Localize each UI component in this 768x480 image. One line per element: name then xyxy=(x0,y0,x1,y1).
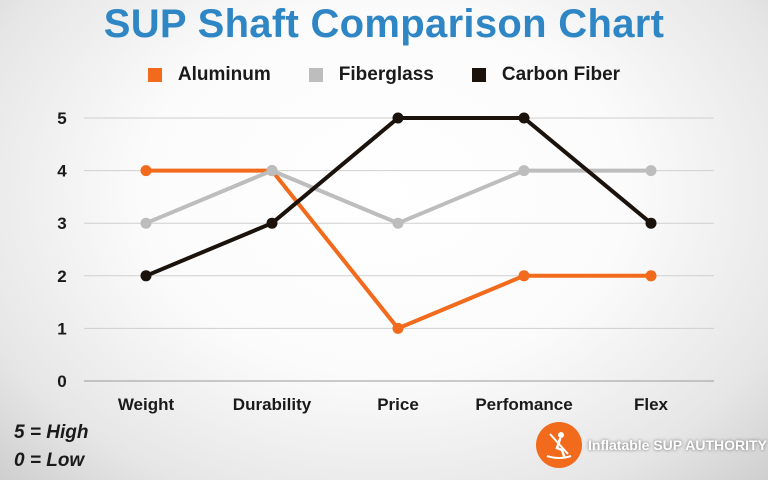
paddler-icon xyxy=(536,422,582,468)
x-tick-label: Perfomance xyxy=(475,395,572,414)
brand-text: Inflatable SUP AUTHORITY xyxy=(588,437,767,453)
legend-swatch-fiberglass xyxy=(308,68,323,82)
series-line-aluminum xyxy=(144,168,653,331)
data-point-aluminum xyxy=(140,165,152,177)
legend-item-fiberglass: Fiberglass xyxy=(308,64,434,86)
brand-badge: Inflatable SUP AUTHORITY xyxy=(536,422,767,468)
legend-item-aluminum: Aluminum xyxy=(147,64,271,86)
y-tick-label: 5 xyxy=(57,109,66,128)
data-point-fiberglass xyxy=(392,217,404,229)
legend-item-carbon-fiber: Carbon Fiber xyxy=(471,64,621,86)
note-low: 0 = Low xyxy=(14,450,85,471)
y-tick-label: 2 xyxy=(57,267,66,286)
series-line-fiberglass xyxy=(144,168,653,226)
data-point-aluminum xyxy=(392,322,404,334)
y-tick-label: 3 xyxy=(57,214,66,233)
legend-label-aluminum: Aluminum xyxy=(177,64,271,85)
data-point-fiberglass xyxy=(140,217,152,229)
data-point-carbon-fiber xyxy=(645,217,657,229)
data-point-carbon-fiber xyxy=(140,270,152,282)
note-high: 5 = High xyxy=(14,422,89,443)
legend: Aluminum Fiberglass Carbon Fiber xyxy=(0,64,768,86)
data-point-aluminum xyxy=(645,270,657,282)
data-point-carbon-fiber xyxy=(266,217,278,229)
legend-label-carbon-fiber: Carbon Fiber xyxy=(501,64,621,85)
legend-label-fiberglass: Fiberglass xyxy=(338,64,434,85)
y-tick-label: 4 xyxy=(57,162,67,181)
data-point-carbon-fiber xyxy=(392,112,404,124)
series-line-carbon-fiber xyxy=(144,116,653,278)
legend-swatch-aluminum xyxy=(147,68,162,82)
data-point-aluminum xyxy=(518,270,530,282)
data-point-fiberglass xyxy=(518,165,530,177)
legend-swatch-carbon-fiber xyxy=(471,68,486,82)
data-point-carbon-fiber xyxy=(518,112,530,124)
x-tick-label: Flex xyxy=(634,395,669,414)
data-point-fiberglass xyxy=(645,165,657,177)
y-tick-label: 1 xyxy=(57,319,66,338)
y-tick-label: 0 xyxy=(57,372,66,391)
data-point-fiberglass xyxy=(266,165,278,177)
x-tick-label: Durability xyxy=(233,395,312,414)
chart-title: SUP Shaft Comparison Chart xyxy=(103,2,665,46)
x-tick-label: Price xyxy=(377,395,419,414)
x-tick-label: Weight xyxy=(118,395,175,414)
